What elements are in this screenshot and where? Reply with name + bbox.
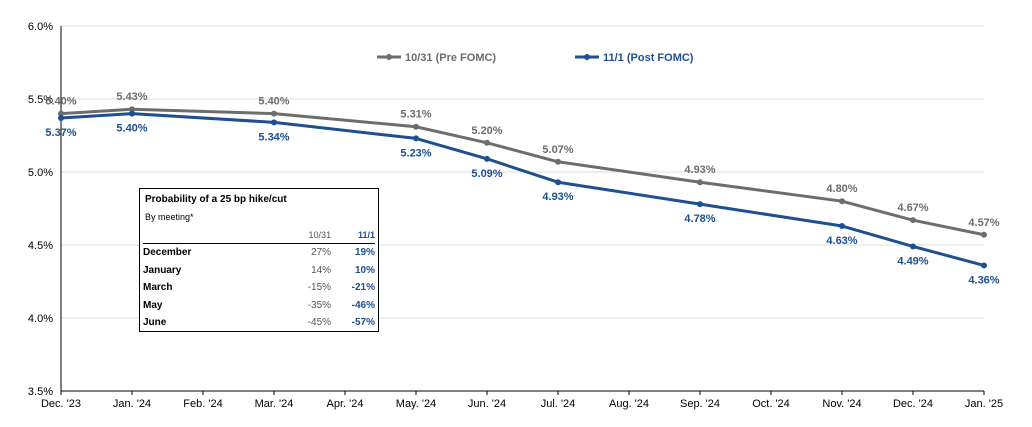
- data-label: 5.40%: [116, 123, 147, 135]
- data-point: [58, 110, 64, 117]
- x-tick-label: Feb. '24: [183, 398, 222, 410]
- x-tick-label: Aug. '24: [609, 398, 649, 410]
- data-point: [839, 198, 845, 205]
- data-label: 5.23%: [400, 147, 431, 159]
- x-tick-label: Jan. '24: [113, 398, 151, 410]
- data-point: [129, 106, 135, 113]
- probability-table: 10/31 11/1 December 27% 19% January 14% …: [143, 230, 375, 332]
- table-row: January 14% 10%: [143, 262, 375, 280]
- prob-pre: 27%: [311, 247, 332, 259]
- data-point: [58, 114, 64, 121]
- legend-label: 11/1 (Post FOMC): [603, 52, 694, 64]
- data-point: [981, 231, 987, 238]
- data-point: [271, 110, 277, 117]
- data-point: [484, 155, 490, 162]
- data-point: [413, 123, 419, 130]
- prob-pre: 14%: [311, 264, 332, 276]
- y-tick-label: 4.0%: [28, 313, 53, 325]
- data-label: 4.80%: [826, 183, 857, 195]
- table-row: March -15% -21%: [143, 279, 375, 297]
- header-col-b: 11/1: [331, 230, 375, 244]
- data-label: 4.93%: [684, 164, 715, 176]
- data-labels: 5.40% 5.43% 5.40% 5.31% 5.20% 5.07% 4.93% 4.80%…: [45, 91, 999, 286]
- meeting-name: December: [143, 247, 192, 259]
- x-tick-label: Dec. '23: [41, 398, 81, 410]
- series-line-post-fomc: [60, 112, 985, 267]
- data-label: 5.40%: [258, 96, 289, 108]
- data-label: 4.63%: [826, 235, 857, 247]
- data-label: 4.36%: [968, 274, 999, 286]
- data-label: 4.93%: [542, 191, 573, 203]
- data-label: 5.31%: [400, 109, 431, 121]
- data-point: [839, 223, 845, 230]
- probability-table-header: 10/31 11/1: [143, 230, 375, 244]
- x-tick-label: Nov. '24: [822, 398, 861, 410]
- data-point: [555, 158, 561, 165]
- x-tick-label: Dec. '24: [893, 398, 933, 410]
- meeting-name: January: [143, 264, 182, 276]
- legend: 10/31 (Pre FOMC) 11/1 (Post FOMC): [377, 52, 694, 64]
- data-point: [555, 179, 561, 186]
- table-row: June -45% -57%: [143, 314, 375, 332]
- x-tick-label: Jun. '24: [468, 398, 506, 410]
- legend-label: 10/31 (Pre FOMC): [405, 52, 496, 64]
- data-point: [910, 217, 916, 224]
- y-tick-label: 4.5%: [28, 240, 53, 252]
- prob-post: 10%: [354, 264, 375, 276]
- data-label: 5.43%: [116, 91, 147, 103]
- x-tick-label: May. '24: [396, 398, 436, 410]
- data-point: [981, 262, 987, 269]
- prob-pre: -45%: [307, 317, 332, 329]
- data-label: 5.34%: [258, 131, 289, 143]
- data-label: 4.67%: [897, 202, 928, 214]
- prob-pre: -35%: [307, 299, 332, 311]
- x-tick-label: Jul. '24: [541, 398, 576, 410]
- data-point: [484, 139, 490, 146]
- prob-post: 19%: [354, 247, 375, 259]
- y-tick-label: 5.5%: [28, 94, 53, 106]
- series-line-pre-fomc: [60, 107, 985, 237]
- prob-post: -57%: [351, 317, 375, 329]
- series-lines: [58, 106, 987, 269]
- y-tick-label: 5.0%: [28, 167, 53, 179]
- data-label: 4.78%: [684, 213, 715, 225]
- meeting-name: March: [143, 282, 173, 294]
- data-label: 5.20%: [471, 125, 502, 137]
- data-point: [129, 110, 135, 117]
- data-point: [697, 179, 703, 186]
- prob-pre: -15%: [307, 282, 332, 294]
- data-point: [413, 135, 419, 142]
- data-label: 5.09%: [471, 168, 502, 180]
- data-label: 4.57%: [968, 217, 999, 229]
- table-row: May -35% -46%: [143, 297, 375, 315]
- legend-swatch-marker: [584, 54, 590, 60]
- header-meeting: [143, 230, 269, 244]
- legend-swatch-marker: [386, 54, 392, 60]
- x-tick-label: Apr. '24: [327, 398, 364, 410]
- probability-table-subtitle: By meeting*: [145, 212, 194, 222]
- meeting-name: June: [143, 317, 167, 329]
- data-point: [697, 201, 703, 208]
- axes: 3.5% 4.0% 4.5% 5.0% 5.5% 6.0% Dec. '23 Jan. '24…: [28, 21, 1003, 410]
- data-label: 5.07%: [542, 144, 573, 156]
- x-tick-label: Sep. '24: [680, 398, 720, 410]
- header-col-a: 10/31: [268, 230, 332, 244]
- data-point: [271, 119, 277, 126]
- meeting-name: May: [143, 299, 163, 311]
- y-tick-label: 6.0%: [28, 21, 53, 33]
- data-point: [910, 243, 916, 250]
- prob-post: -46%: [351, 299, 375, 311]
- table-row: December 27% 19%: [143, 244, 375, 262]
- probability-table-box: Probability of a 25 bp hike/cut By meeti…: [139, 188, 379, 332]
- data-label: 5.37%: [45, 127, 76, 139]
- prob-post: -21%: [351, 282, 375, 294]
- probability-table-title: Probability of a 25 bp hike/cut: [145, 194, 287, 205]
- x-tick-label: Jan. '25: [965, 398, 1003, 410]
- y-tick-label: 3.5%: [28, 386, 53, 398]
- x-tick-label: Mar. '24: [255, 398, 294, 410]
- data-label: 5.40%: [45, 96, 76, 108]
- x-tick-label: Oct. '24: [752, 398, 790, 410]
- data-label: 4.49%: [897, 255, 928, 267]
